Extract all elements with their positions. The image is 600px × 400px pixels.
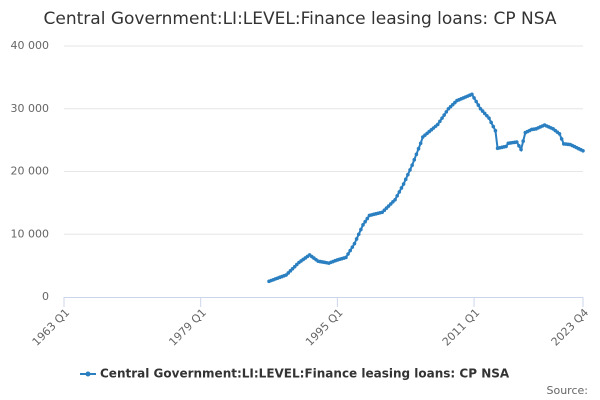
data-point (491, 124, 496, 129)
data-point (485, 113, 489, 118)
data-point (414, 152, 419, 157)
data-point (401, 182, 406, 186)
x-tick-label: 1963 Q1 (30, 306, 73, 349)
data-point (442, 113, 446, 117)
data-point (418, 141, 423, 146)
data-point (350, 245, 355, 249)
data-point (397, 190, 402, 194)
data-point (476, 103, 481, 107)
data-point (346, 252, 350, 256)
data-point (356, 232, 361, 237)
y-tick-label: 20 000 (11, 165, 50, 178)
data-point (412, 157, 417, 162)
data-point (521, 139, 525, 143)
data-point (482, 111, 487, 116)
data-point (363, 219, 367, 224)
data-point (478, 106, 483, 111)
data-point (438, 119, 442, 124)
data-point (410, 163, 414, 168)
data-point (395, 193, 399, 198)
data-point (519, 147, 523, 152)
y-tick-label: 0 (42, 290, 49, 303)
data-point (403, 177, 408, 182)
data-point (470, 92, 474, 97)
data-point (472, 96, 476, 100)
data-point (440, 116, 444, 120)
data-point (517, 143, 521, 148)
data-point (354, 237, 359, 241)
y-tick-label: 10 000 (11, 227, 50, 240)
data-point (487, 116, 491, 120)
data-point (361, 223, 365, 227)
data-point (352, 241, 357, 246)
data-point (399, 186, 404, 190)
source: Source: (547, 384, 589, 397)
x-tick-label: 1995 Q1 (303, 306, 346, 349)
data-point (348, 248, 352, 253)
y-tick-label: 40 000 (11, 39, 50, 52)
data-point (474, 99, 479, 104)
data-point (557, 132, 562, 136)
x-tick-label: 2023 Q4 (549, 306, 592, 349)
data-point (365, 216, 370, 221)
legend-label: Central Government:LI:LEVEL:Finance leas… (100, 367, 510, 381)
data-point (504, 144, 508, 149)
data-point (489, 120, 493, 125)
data-point (581, 148, 585, 153)
data-point (493, 128, 498, 133)
data-point (408, 168, 412, 172)
data-point (344, 255, 348, 260)
legend-marker (85, 371, 91, 377)
data-point (393, 197, 397, 202)
x-tick-label: 1979 Q1 (166, 306, 209, 349)
data-point (444, 110, 449, 114)
y-tick-label: 30 000 (11, 102, 50, 115)
x-tick-label: 2011 Q1 (440, 306, 483, 349)
series-line (268, 93, 584, 283)
data-point (435, 122, 440, 127)
chart-title: Central Government:LI:LEVEL:Finance leas… (44, 9, 557, 29)
data-point (406, 172, 410, 177)
data-point (416, 146, 421, 151)
data-point (480, 109, 485, 113)
data-point (559, 137, 564, 141)
data-point (514, 140, 519, 144)
data-point (359, 227, 363, 232)
